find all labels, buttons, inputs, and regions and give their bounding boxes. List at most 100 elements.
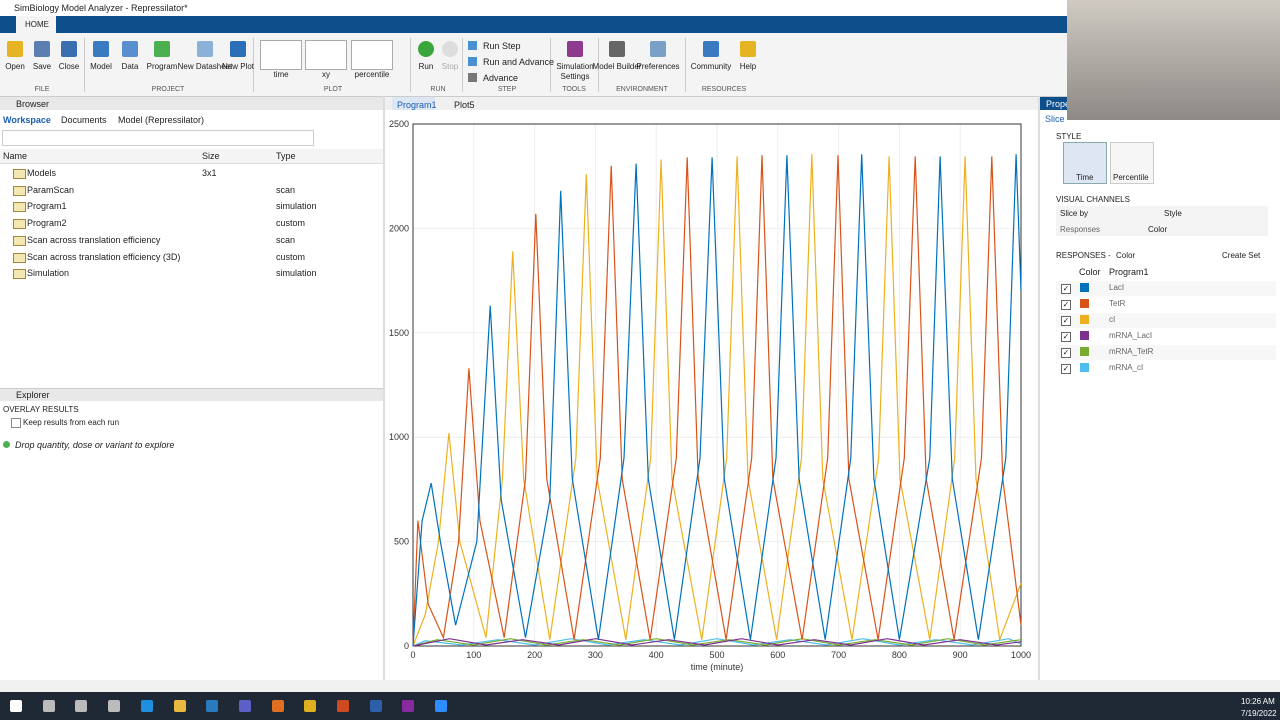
y-tick-label: 0: [404, 641, 409, 651]
style-label[interactable]: Percentile: [1113, 173, 1149, 182]
ribbon-button[interactable]: Advance: [483, 73, 519, 83]
row-name[interactable]: Models: [27, 168, 57, 178]
ribbon-icon: [468, 41, 477, 50]
home-tab[interactable]: [16, 16, 56, 33]
row-name[interactable]: Program1: [27, 201, 67, 212]
taskbar-icon[interactable]: [206, 700, 219, 712]
ribbon-icon: [740, 41, 756, 57]
row-name[interactable]: Scan across translation efficiency: [27, 234, 161, 245]
taskbar-icon[interactable]: [75, 700, 88, 712]
plot-tab-label[interactable]: Plot5: [454, 100, 475, 110]
plot-style-thumb[interactable]: [305, 40, 347, 70]
folder-icon: [13, 202, 26, 213]
row-name[interactable]: ParamScan: [27, 184, 75, 195]
checkbox[interactable]: ✓: [1061, 332, 1071, 342]
taskbar-icon[interactable]: [402, 700, 415, 712]
taskbar-icon[interactable]: [42, 700, 55, 712]
legend-label[interactable]: cI: [1109, 315, 1116, 324]
plot-style-thumb[interactable]: [351, 40, 393, 70]
legend-swatch: [1080, 331, 1089, 340]
ribbon-icon: [567, 41, 583, 57]
row-name[interactable]: Scan across translation efficiency (3D): [27, 251, 181, 262]
ribbon-button[interactable]: Help: [739, 62, 757, 71]
ribbon-group-label: RESOURCES: [701, 86, 747, 93]
column-header[interactable]: Type: [276, 151, 296, 161]
ribbon-button[interactable]: Simulation Settings: [556, 62, 594, 81]
style-button[interactable]: [1063, 142, 1107, 184]
legend-label[interactable]: TetR: [1109, 299, 1126, 308]
properties-tab[interactable]: Slice: [1045, 114, 1065, 124]
row-type: scan: [276, 234, 296, 245]
create-set[interactable]: Create Set: [1222, 251, 1261, 260]
splitter: [383, 96, 385, 680]
ribbon-button[interactable]: New Plot: [221, 62, 254, 71]
plot-style-thumb[interactable]: [260, 40, 302, 70]
taskbar-icon[interactable]: [238, 700, 251, 712]
plot-tabs: [385, 97, 1038, 110]
legend-label[interactable]: mRNA_cI: [1109, 363, 1144, 372]
checkbox[interactable]: ✓: [1061, 316, 1071, 326]
checkbox-label[interactable]: Keep results from each run: [23, 418, 120, 427]
taskbar-icon[interactable]: [304, 700, 317, 712]
explorer-title: Explorer: [16, 390, 50, 400]
taskbar-icon[interactable]: [108, 700, 121, 712]
taskbar-icon[interactable]: [173, 700, 186, 712]
ribbon-button[interactable]: time: [273, 70, 289, 79]
style-button[interactable]: [1110, 142, 1154, 184]
checkbox[interactable]: ✓: [1061, 300, 1071, 310]
checkbox[interactable]: ✓: [1061, 348, 1071, 358]
ribbon-button[interactable]: Program: [146, 62, 178, 71]
ribbon-button[interactable]: Data: [121, 62, 139, 71]
ribbon-button[interactable]: Preferences: [636, 62, 680, 71]
legend-label[interactable]: mRNA_TetR: [1109, 347, 1154, 356]
taskbar-icon[interactable]: [271, 700, 284, 712]
ribbon-button[interactable]: Open: [5, 62, 25, 71]
style-label[interactable]: Time: [1076, 173, 1094, 182]
ribbon-button[interactable]: percentile: [354, 70, 390, 79]
x-tick-label: 300: [588, 650, 603, 660]
response-row-bg: [1056, 345, 1276, 360]
ribbon-button[interactable]: Close: [58, 62, 80, 71]
ribbon-icon: [154, 41, 170, 57]
checkbox[interactable]: [11, 418, 21, 428]
column-header[interactable]: Name: [3, 151, 28, 161]
explorer-hint: Drop quantity, dose or variant to explor…: [15, 440, 175, 450]
channel-cell[interactable]: Color: [1148, 225, 1168, 234]
search-box[interactable]: [2, 130, 314, 146]
series-line: [412, 154, 1022, 647]
x-tick-label: 800: [892, 650, 907, 660]
row-size: 3x1: [202, 168, 217, 178]
taskbar-icon[interactable]: [337, 700, 349, 712]
ribbon-button[interactable]: Run: [418, 62, 434, 71]
checkbox[interactable]: ✓: [1061, 364, 1071, 374]
breadcrumb[interactable]: Workspace: [3, 115, 51, 125]
taskbar-icon[interactable]: [435, 700, 448, 712]
home-tab-label[interactable]: HOME: [25, 20, 49, 29]
checkbox[interactable]: ✓: [1061, 284, 1071, 294]
taskbar-icon[interactable]: [10, 700, 22, 712]
row-name[interactable]: Simulation: [27, 268, 70, 279]
breadcrumb[interactable]: Model (Repressilator): [118, 115, 205, 125]
ribbon-button[interactable]: New Datasheet: [177, 62, 233, 71]
x-tick-label: 500: [709, 650, 724, 660]
legend-label[interactable]: mRNA_LacI: [1109, 331, 1153, 340]
group-separator: [462, 38, 463, 92]
ribbon-button[interactable]: Community: [690, 62, 732, 71]
plot-tab-label[interactable]: Program1: [397, 100, 437, 110]
ribbon-button[interactable]: Run Step: [483, 41, 521, 51]
column-header[interactable]: Size: [202, 151, 220, 161]
row-name[interactable]: Program2: [27, 218, 67, 229]
ribbon-button[interactable]: xy: [322, 70, 330, 79]
legend-label[interactable]: LacI: [1109, 283, 1125, 292]
ribbon-icon: [197, 41, 213, 57]
ribbon-button[interactable]: Model Builder: [592, 62, 642, 71]
breadcrumb[interactable]: Documents: [61, 115, 107, 125]
ribbon-button[interactable]: Model: [90, 62, 112, 71]
ribbon-button[interactable]: Stop: [441, 62, 459, 71]
taskbar-icon[interactable]: [140, 700, 153, 712]
ribbon-button[interactable]: Run and Advance: [483, 57, 555, 67]
plot-tab[interactable]: [392, 97, 435, 110]
channel-table: [1056, 206, 1268, 236]
taskbar-icon[interactable]: [369, 700, 382, 712]
ribbon-button[interactable]: Save: [32, 62, 52, 71]
